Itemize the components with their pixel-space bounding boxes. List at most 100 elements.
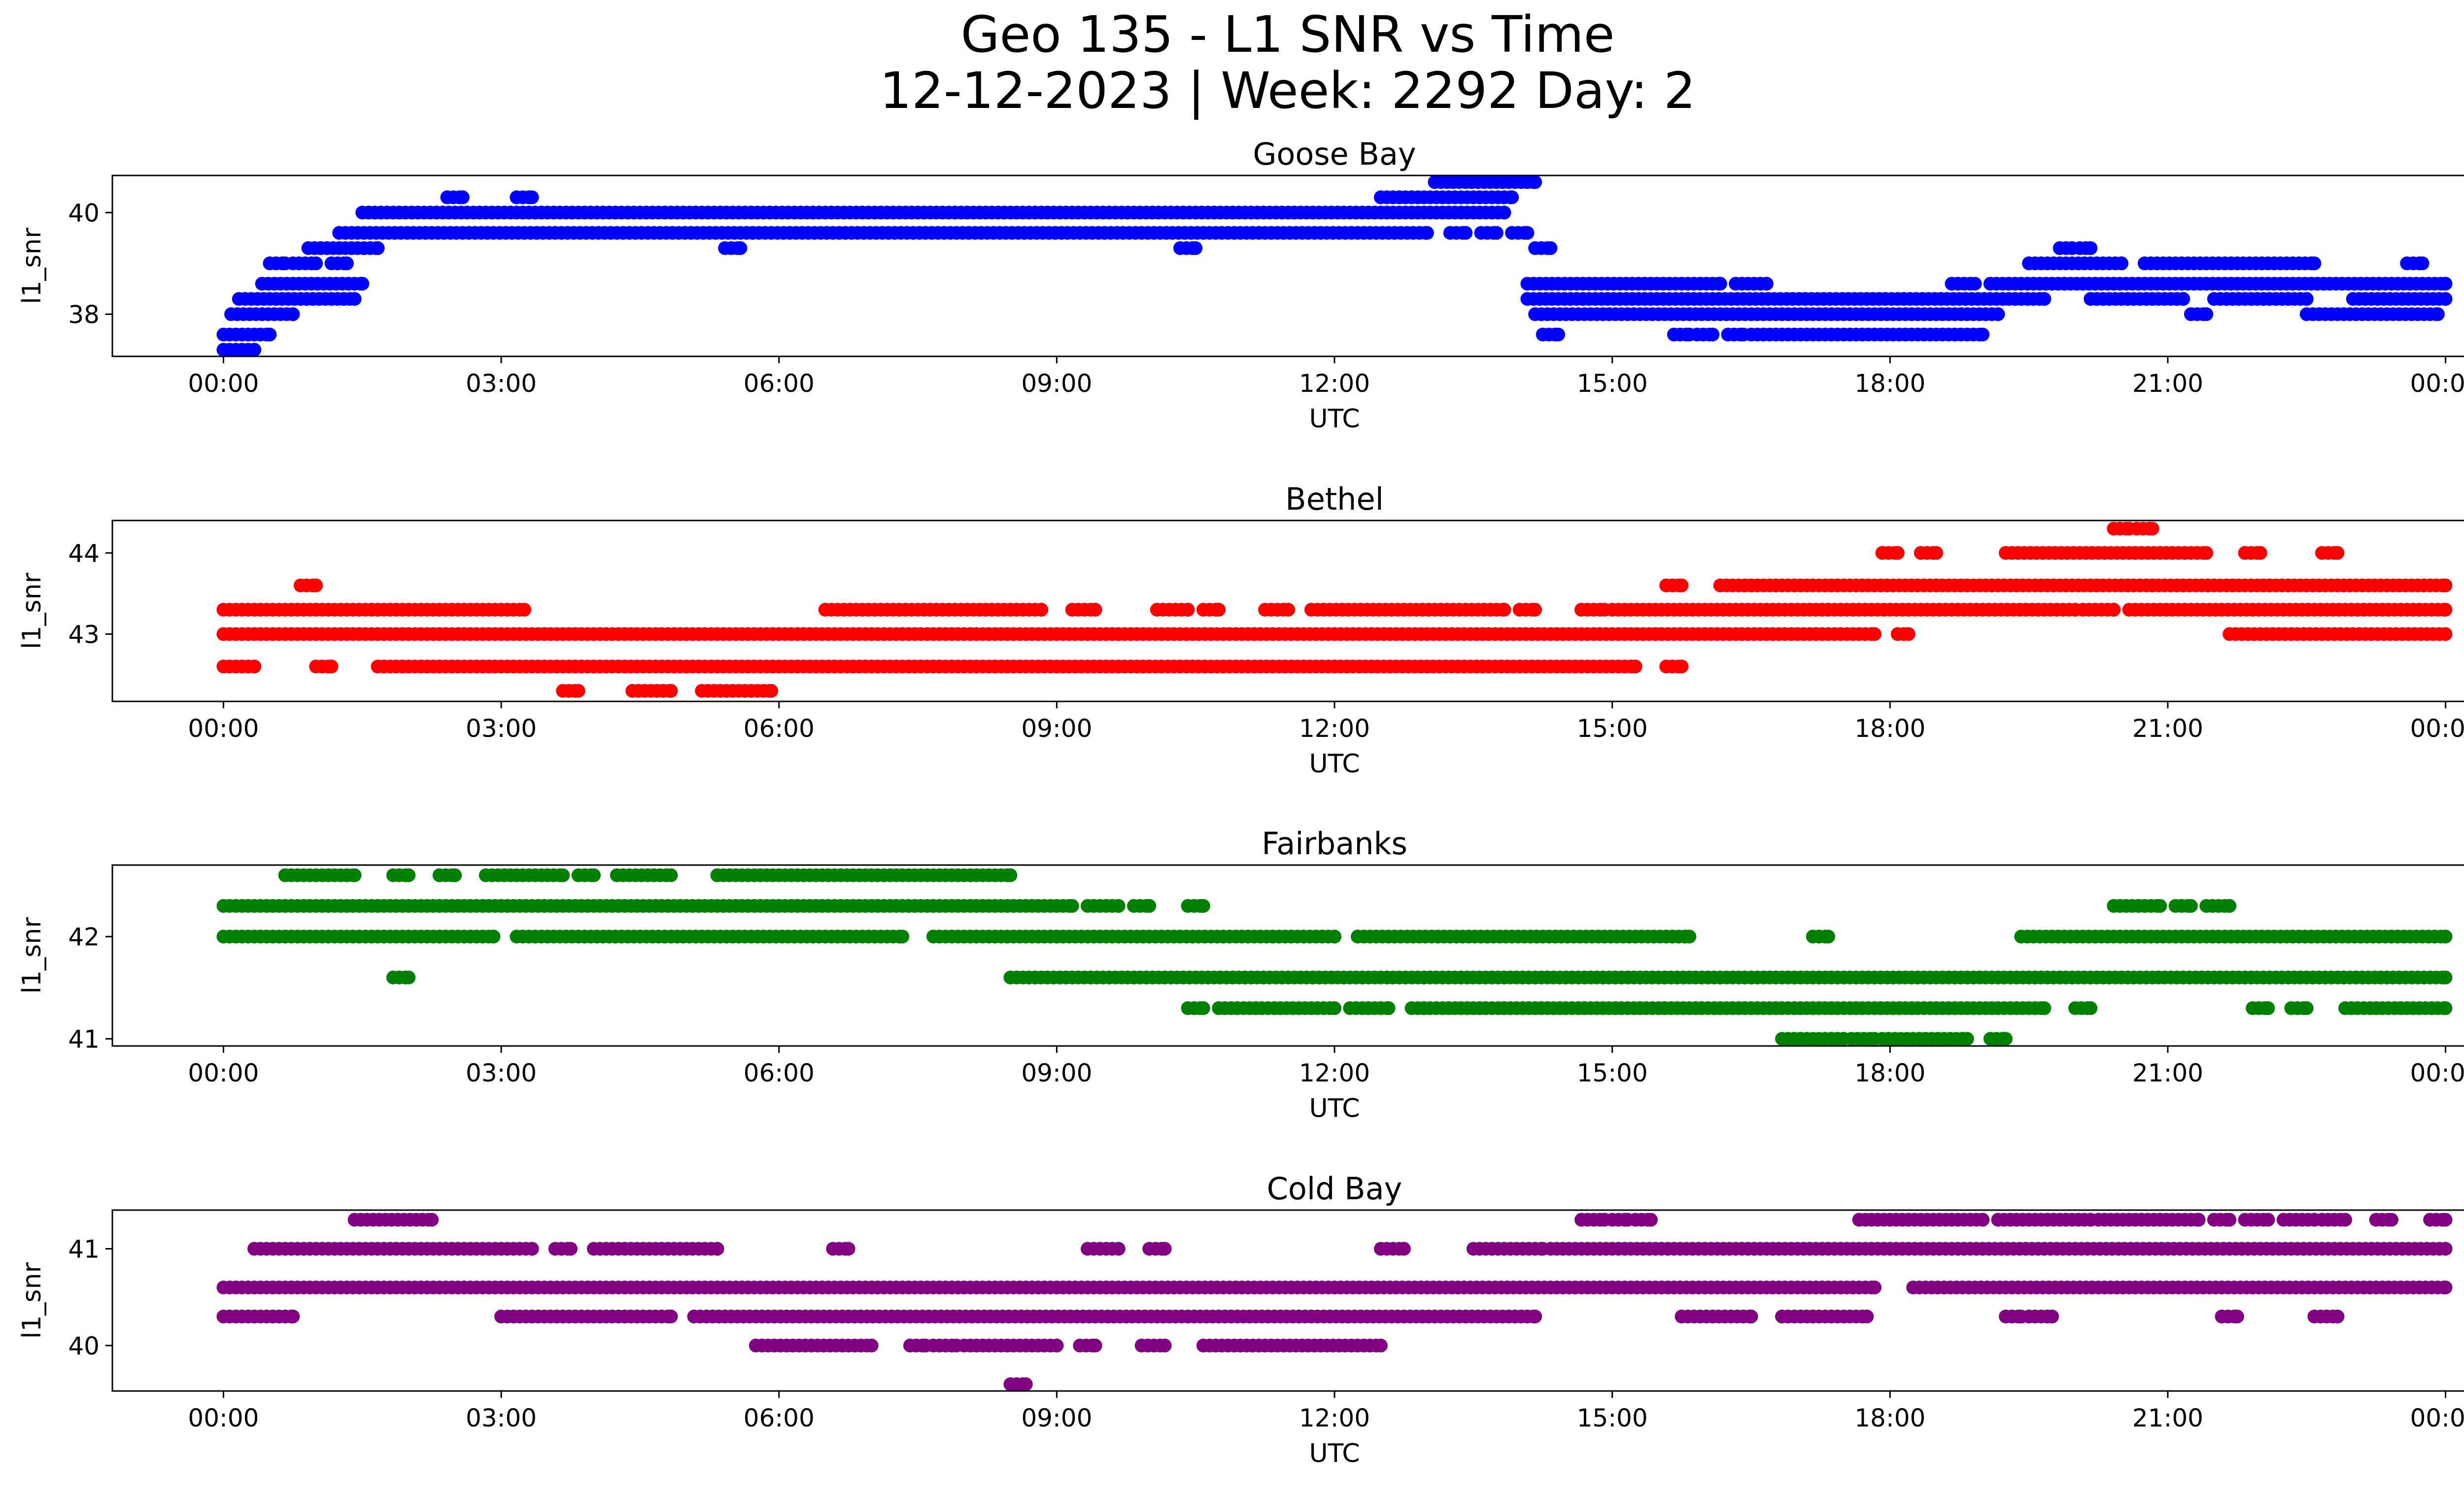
data-point [1003, 868, 1018, 882]
data-point [1158, 1242, 1172, 1256]
x-tick-label: 12:00 [1299, 714, 1370, 743]
data-point [1860, 1309, 1874, 1323]
axes-frame [111, 864, 2464, 1047]
data-point [371, 241, 385, 255]
data-point [525, 1242, 539, 1256]
data-point [1821, 930, 1835, 944]
x-tick-label: 18:00 [1854, 714, 1925, 743]
subplot-bethel: Bethel 00:00 03:00 06:00 09:00 12:00 15:00 18:0… [17, 481, 2464, 779]
data-point [1759, 277, 1774, 291]
scatter-points [216, 1213, 2453, 1391]
figure-title-line2: 12-12-2023 | Week: 2292 Day: 2 [880, 62, 1696, 121]
data-point [286, 1309, 300, 1323]
data-point [2307, 256, 2322, 271]
x-tick-label: 00:00 [188, 1059, 259, 1087]
data-point [2438, 1281, 2453, 1294]
data-point [1960, 1032, 1974, 1046]
data-point [1189, 241, 1203, 255]
y-tick-label: 41 [68, 1235, 100, 1264]
data-point [733, 241, 748, 255]
data-point [340, 256, 354, 271]
data-point [2037, 292, 2052, 306]
data-point [1489, 226, 1504, 240]
x-tick-label: 21:00 [2132, 1059, 2203, 1087]
data-point [286, 307, 300, 321]
data-point [2230, 1309, 2244, 1323]
x-tick-label: 21:00 [2132, 369, 2203, 398]
subplot-title: Cold Bay [1267, 1171, 1403, 1207]
data-point [1976, 327, 1990, 342]
x-tick-label: 00:00 [188, 369, 259, 398]
data-point [664, 684, 678, 698]
x-tick-label: 09:00 [1021, 1059, 1092, 1087]
x-tick-label: 15:00 [1577, 714, 1648, 743]
x-tick-label: 09:00 [1021, 1404, 1092, 1432]
x-tick-label: 18:00 [1854, 369, 1925, 398]
data-point [263, 327, 277, 342]
data-point [1459, 226, 1473, 240]
data-point [1675, 660, 1689, 674]
data-point [347, 292, 362, 306]
data-point [1050, 1338, 1064, 1353]
data-point [556, 868, 570, 882]
data-point [2438, 627, 2453, 641]
data-point [2084, 241, 2098, 255]
data-point [2330, 1309, 2345, 1323]
data-point [2084, 1001, 2098, 1015]
data-point [1968, 277, 1982, 291]
data-point [517, 603, 532, 617]
x-tick-label: 06:00 [744, 369, 815, 398]
y-tick-label: 40 [68, 1332, 100, 1360]
data-point [309, 578, 323, 592]
data-point [587, 868, 601, 882]
data-point [841, 1242, 856, 1256]
x-tick-label: 18:00 [1854, 1404, 1925, 1432]
data-point [1744, 1309, 1758, 1323]
y-tick-label: 44 [68, 539, 100, 568]
data-point [2338, 1213, 2352, 1227]
data-point [1675, 578, 1689, 592]
data-point [1281, 603, 1296, 617]
data-point [1019, 1377, 1033, 1391]
data-point [2438, 578, 2453, 592]
y-tick-label: 42 [68, 923, 100, 951]
data-point [1628, 660, 1643, 674]
data-point [864, 1338, 879, 1353]
data-point [2223, 1213, 2237, 1227]
data-point [1088, 603, 1102, 617]
data-point [2223, 899, 2237, 913]
data-point [2430, 307, 2445, 321]
data-point [1505, 190, 1519, 205]
x-tick-label: 00:00 [2410, 369, 2464, 398]
data-point [309, 256, 323, 271]
data-point [2438, 971, 2453, 985]
data-point [425, 1213, 439, 1227]
data-point [1528, 1309, 1542, 1323]
data-point [402, 868, 416, 882]
subplot-goose-bay: Goose Bay 00:00 03:00 06:00 09:00 12:00 15:00 1… [17, 136, 2464, 434]
data-point [1158, 1338, 1172, 1353]
figure-title-line1: Geo 135 - L1 SNR vs Time [960, 5, 1615, 64]
x-tick-label: 09:00 [1021, 714, 1092, 743]
data-point [1520, 226, 1535, 240]
data-point [664, 868, 678, 882]
x-tick-label: 21:00 [2132, 1404, 2203, 1432]
x-tick-label: 15:00 [1577, 1404, 1648, 1432]
data-point [571, 684, 585, 698]
data-point [1890, 546, 1905, 560]
data-point [2438, 292, 2453, 306]
data-point [1328, 930, 1341, 944]
data-point [1142, 899, 1157, 913]
data-point [710, 1242, 724, 1256]
x-tick-label: 03:00 [466, 369, 537, 398]
scatter-points [216, 522, 2453, 698]
data-point [1976, 1213, 1990, 1227]
x-tick-label: 00:00 [188, 714, 259, 743]
data-point [1543, 241, 1558, 255]
data-point [1929, 546, 1944, 560]
figure-title: Geo 135 - L1 SNR vs Time 12-12-2023 | We… [0, 5, 2464, 121]
data-point [1212, 603, 1226, 617]
x-tick-label: 00:00 [2410, 714, 2464, 743]
data-point [347, 868, 362, 882]
data-point [525, 190, 539, 205]
